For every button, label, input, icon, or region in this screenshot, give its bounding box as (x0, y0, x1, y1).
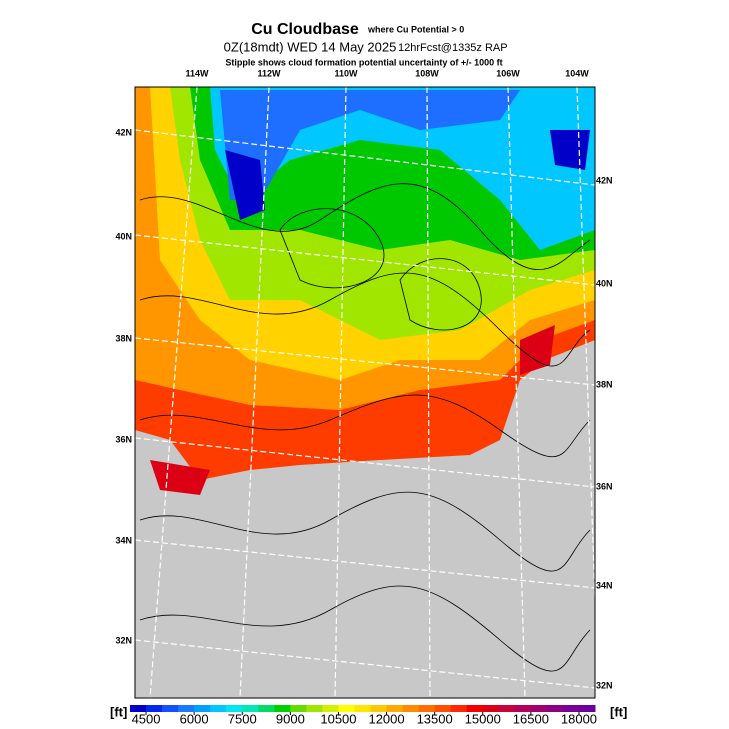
lat-label: 38N (596, 379, 613, 389)
lon-label: 108W (415, 68, 439, 78)
colorbar-tick-label: 15000 (465, 711, 501, 726)
lon-label: 106W (496, 68, 520, 78)
lat-label: 34N (115, 535, 132, 545)
lon-label: 112W (257, 68, 281, 78)
colorbar-tick-label: 9000 (276, 711, 305, 726)
lat-label: 42N (596, 175, 613, 185)
colorbar-swatch (498, 705, 516, 712)
labels: 114W 112W 110W 108W 106W 104W 42N 40N 38N 36N 34N 3… (115, 68, 612, 690)
colorbar-swatch (402, 705, 420, 712)
colorbar-swatch (338, 705, 355, 712)
colorbar-swatch (226, 705, 243, 712)
colorbar-swatch (178, 705, 195, 712)
lat-label: 40N (115, 231, 132, 241)
colorbar-swatch (258, 705, 275, 712)
colorbar: 4500 6000 7500 9000 10500 12000 13500 15000 1650… (130, 705, 597, 726)
colorbar-tick-label: 4500 (132, 711, 161, 726)
colorbar-swatch (514, 705, 532, 712)
colorbar-tick-label: 12000 (368, 711, 404, 726)
colorbar-swatch (386, 705, 404, 712)
forecast-info: 12hrFcst@1335z RAP (398, 42, 508, 54)
colorbar-swatch (370, 705, 388, 712)
colorbar-swatch (354, 705, 372, 712)
unit-label: [ft] (610, 704, 627, 719)
lat-label: 40N (596, 278, 613, 288)
colorbar-tick-label: 10500 (320, 711, 356, 726)
colorbar-tick-label: 6000 (180, 711, 209, 726)
unit-label: [ft] (110, 704, 127, 719)
colorbar-swatch (306, 705, 323, 712)
colorbar-swatch (146, 705, 163, 712)
colorbar-tick-label: 13500 (417, 711, 453, 726)
title: Cu Cloudbase (251, 21, 359, 38)
colorbar-swatch (434, 705, 452, 712)
lon-label: 114W (185, 68, 209, 78)
colorbar-swatch (450, 705, 468, 712)
colorbar-tick-label: 16500 (513, 711, 549, 726)
map-field (134, 86, 596, 699)
colorbar-tick-label: 7500 (228, 711, 257, 726)
lon-label: 104W (565, 68, 589, 78)
colorbar-swatch (274, 705, 291, 712)
colorbar-swatch (578, 705, 596, 712)
colorbar-swatch (194, 705, 211, 712)
colorbar-swatch (162, 705, 179, 712)
colorbar-swatch (210, 705, 227, 712)
subtitle: Stipple shows cloud formation potential … (225, 57, 502, 67)
lat-label: 34N (596, 580, 613, 590)
colorbar-swatch (562, 705, 580, 712)
colorbar-swatch (466, 705, 484, 712)
colorbar-swatch (322, 705, 339, 712)
colorbar-tick-label: 18000 (561, 711, 597, 726)
lat-label: 36N (596, 481, 613, 491)
colorbar-swatch (242, 705, 259, 712)
colorbar-swatch (546, 705, 564, 712)
lat-label: 38N (115, 333, 132, 343)
lat-label: 32N (115, 635, 132, 645)
colorbar-swatch (418, 705, 436, 712)
colorbar-swatch (482, 705, 500, 712)
lat-label: 32N (596, 680, 613, 690)
lon-label: 110W (334, 68, 358, 78)
colorbar-swatch (530, 705, 548, 712)
valid-time: 0Z(18mdt) WED 14 May 2025 (224, 39, 397, 54)
lat-label: 36N (115, 434, 132, 444)
lat-label: 42N (115, 127, 132, 137)
colorbar-swatch (290, 705, 307, 712)
colorbar-swatch (130, 705, 147, 712)
title-note: where Cu Potential > 0 (367, 24, 464, 34)
